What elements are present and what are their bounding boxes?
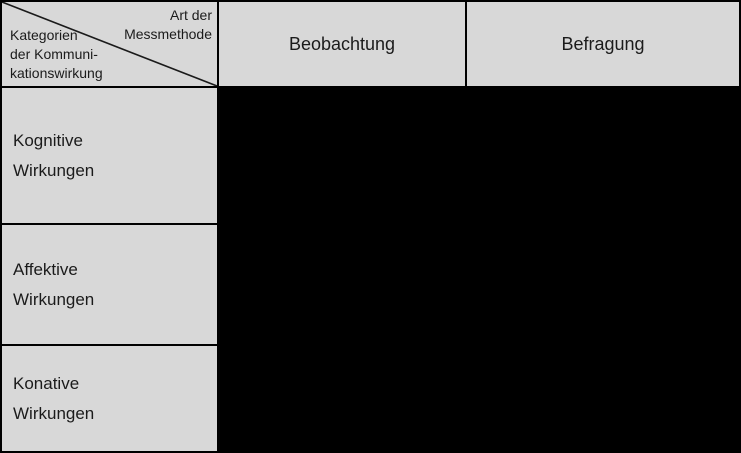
corner-label-communication-effect-categories: Kategorien der Kommuni- kationswirkung: [10, 27, 103, 81]
column-header-beobachtung: Beobachtung: [219, 2, 465, 86]
corner-label-measurement-method: Art der Messmethode: [124, 7, 212, 42]
column-header-befragung: Befragung: [467, 2, 739, 86]
corner-header-cell: Art der Messmethode Kategorien der Kommu…: [2, 2, 217, 86]
table-body-blacked-out: [219, 86, 741, 453]
row-header-kognitive-wirkungen: Kognitive Wirkungen: [2, 88, 217, 223]
diagonal-divider-line: [2, 2, 217, 86]
row-header-affektive-wirkungen: Affektive Wirkungen: [2, 225, 217, 344]
row-header-konative-wirkungen: Konative Wirkungen: [2, 346, 217, 451]
